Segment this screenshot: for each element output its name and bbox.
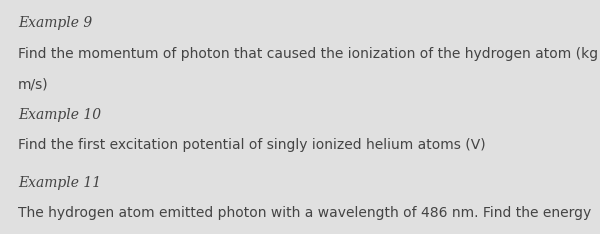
Text: Example 10: Example 10 [18,108,101,122]
Text: Find the first excitation potential of singly ionized helium atoms (V): Find the first excitation potential of s… [18,138,485,152]
Text: Find the momentum of photon that caused the ionization of the hydrogen atom (kg: Find the momentum of photon that caused … [18,47,598,61]
Text: The hydrogen atom emitted photon with a wavelength of 486 nm. Find the energy: The hydrogen atom emitted photon with a … [18,206,591,220]
Text: Example 11: Example 11 [18,176,101,190]
Text: Example 9: Example 9 [18,16,92,30]
Text: m/s): m/s) [18,77,49,91]
